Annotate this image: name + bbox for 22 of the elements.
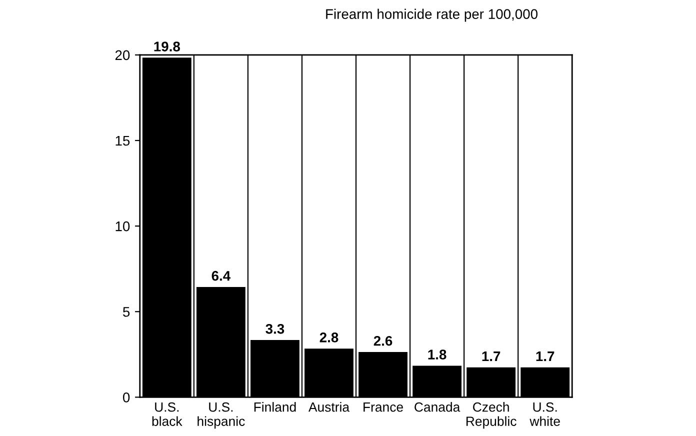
- x-tick-label: U.S. white: [530, 402, 560, 426]
- x-tick-label: Austria: [308, 402, 350, 412]
- data-label: 2.8: [320, 332, 338, 342]
- chart-title: Firearm homicide rate per 100,000: [326, 8, 538, 22]
- x-tick-label: U.S. hispanic: [198, 402, 245, 429]
- x-tick-label: Canada: [414, 402, 460, 412]
- data-label: 1.8: [428, 350, 446, 360]
- x-tick-label: Czech Republic: [466, 402, 516, 429]
- x-tick-label: U.S. black: [152, 402, 182, 426]
- y-tick-label: 20: [115, 50, 130, 60]
- data-label: 19.8: [154, 42, 180, 52]
- x-tick-label: France: [364, 402, 403, 412]
- y-tick-label: 15: [116, 136, 130, 146]
- y-tick-label: 5: [123, 307, 130, 317]
- data-label: 1.7: [482, 352, 500, 362]
- y-tick-label: 0: [122, 392, 130, 402]
- data-label: 1.7: [536, 352, 554, 362]
- y-tick-label: 10: [116, 221, 130, 232]
- data-label: 3.3: [266, 324, 284, 334]
- data-label: 6.4: [212, 270, 231, 281]
- x-tick-label: Finland: [254, 402, 296, 412]
- data-label: 2.6: [374, 336, 392, 346]
